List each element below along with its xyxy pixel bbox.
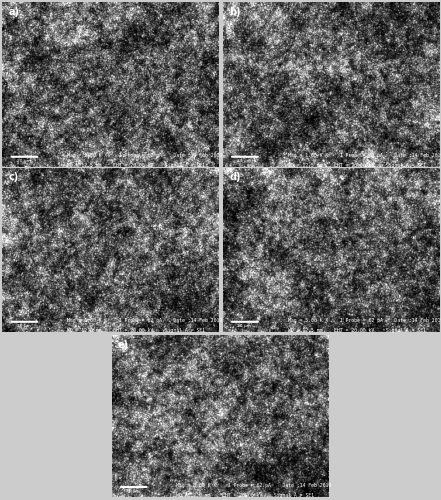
Text: 20 µm: 20 µm (237, 324, 251, 328)
Text: WD = 12.0 mm    EHT = 20.00 kV    Signal A = SE1: WD = 12.0 mm EHT = 20.00 kV Signal A = S… (67, 328, 205, 332)
Text: WD = 12.0 mm    EHT = 20.00 kV    Signal A = SE1: WD = 12.0 mm EHT = 20.00 kV Signal A = S… (176, 492, 314, 498)
Text: Mag = 1.00 K X    I Probe = 62 pA    Date :14 Feb 2019: Mag = 1.00 K X I Probe = 62 pA Date :14 … (67, 318, 222, 322)
Text: 20 µm: 20 µm (17, 324, 31, 328)
Text: WD = 12.5 mm    EHT = 20.00 kV    Signal A = SE1: WD = 12.5 mm EHT = 20.00 kV Signal A = S… (288, 162, 426, 168)
Text: a): a) (9, 8, 20, 18)
Text: Mag = 1.00 K X    I Probe = 62 pA    Date :14 Feb 2019: Mag = 1.00 K X I Probe = 62 pA Date :14 … (288, 152, 441, 158)
Text: 20 µm: 20 µm (17, 158, 31, 162)
Text: d): d) (229, 172, 241, 182)
Text: WD = 12.5 mm    EHT = 20.00 kV    Signal A = SE1: WD = 12.5 mm EHT = 20.00 kV Signal A = S… (67, 162, 205, 168)
Text: c): c) (9, 172, 19, 182)
Text: 20 µm: 20 µm (237, 158, 251, 162)
Text: e): e) (118, 340, 129, 350)
Text: b): b) (229, 8, 241, 18)
Text: WD = 12.5 mm    EHT = 20.00 kV    Signal A = SE1: WD = 12.5 mm EHT = 20.00 kV Signal A = S… (288, 328, 426, 332)
Text: Mag = 5.00 K X    I Probe = 62 pA    Date :14 Feb 2019: Mag = 5.00 K X I Probe = 62 pA Date :14 … (176, 483, 332, 488)
Text: Mag = 5.00 K X    I Probe = 62 pA    Date :14 Feb 2019: Mag = 5.00 K X I Probe = 62 pA Date :14 … (288, 318, 441, 322)
Text: 20 µm: 20 µm (126, 488, 140, 492)
Text: Mag = 1.00 K X    I Probe = 62 pA    Date :14 Feb 2019: Mag = 1.00 K X I Probe = 62 pA Date :14 … (67, 152, 222, 158)
